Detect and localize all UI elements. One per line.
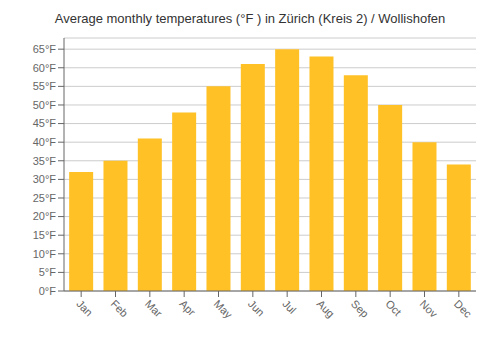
svg-text:25°F: 25°F	[33, 192, 57, 204]
svg-text:20°F: 20°F	[33, 210, 57, 222]
svg-text:65°F: 65°F	[33, 43, 57, 55]
html-text:Average monthly temperatures (: Average monthly temperatures (°F ) in Zü…	[54, 11, 446, 26]
svg-text:40°F: 40°F	[33, 136, 57, 148]
svg-text:0°F: 0°F	[39, 285, 57, 297]
svg-text:50°F: 50°F	[33, 99, 57, 111]
svg-text:5°F: 5°F	[39, 266, 57, 278]
svg-text:Aug: Aug	[315, 297, 337, 319]
svg-text:Jul: Jul	[280, 297, 298, 315]
svg-text:15°F: 15°F	[33, 229, 57, 241]
svg-text:May: May	[212, 297, 236, 321]
svg-text:35°F: 35°F	[33, 155, 57, 167]
svg-text:Feb: Feb	[109, 297, 131, 319]
svg-text:Mar: Mar	[143, 297, 165, 319]
svg-text:60°F: 60°F	[33, 62, 57, 74]
svg-text:10°F: 10°F	[33, 248, 57, 260]
svg-text:Apr: Apr	[177, 297, 198, 318]
svg-text:Nov: Nov	[418, 297, 441, 320]
svg-text:Jun: Jun	[246, 297, 267, 318]
svg-text:55°F: 55°F	[33, 80, 57, 92]
svg-text:Oct: Oct	[383, 297, 404, 318]
svg-text:Dec: Dec	[452, 297, 475, 320]
svg-text:30°F: 30°F	[33, 173, 57, 185]
svg-text:Sep: Sep	[349, 297, 371, 319]
svg-text:45°F: 45°F	[33, 117, 57, 129]
svg-text:Jan: Jan	[74, 297, 95, 318]
